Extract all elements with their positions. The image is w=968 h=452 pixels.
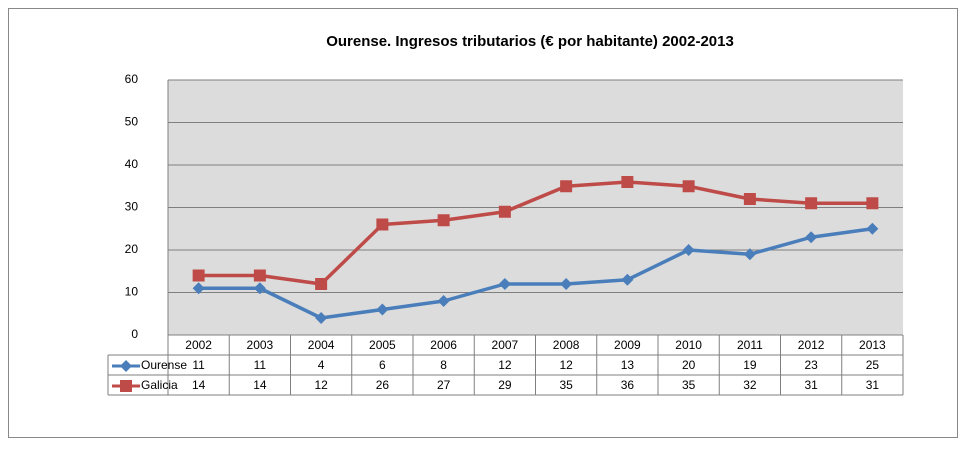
x-tick-label: 2013 [859, 338, 886, 352]
marker [743, 193, 756, 205]
table-value: 31 [804, 378, 818, 392]
marker [498, 278, 511, 290]
y-tick-label: 60 [125, 72, 139, 86]
table-value: 29 [498, 378, 512, 392]
marker [805, 231, 818, 244]
marker [315, 312, 328, 324]
x-tick-label: 2004 [308, 338, 335, 352]
y-tick-label: 20 [125, 242, 139, 256]
y-tick-label: 10 [125, 285, 139, 299]
table-value: 36 [621, 378, 635, 392]
table-value: 25 [866, 358, 880, 372]
x-tick-label: 2007 [492, 338, 519, 352]
y-tick-label: 0 [131, 327, 138, 341]
x-tick-label: 2011 [737, 338, 763, 352]
table-value: 31 [866, 378, 880, 392]
marker [376, 303, 389, 316]
marker [621, 273, 634, 286]
marker [805, 197, 818, 210]
x-tick-label: 2009 [614, 338, 641, 352]
marker [437, 214, 450, 227]
marker [866, 197, 879, 210]
marker [253, 269, 266, 282]
table-value: 12 [498, 358, 512, 372]
table-value: 35 [682, 378, 696, 392]
table-value: 11 [192, 358, 205, 372]
x-tick-label: 2002 [185, 338, 212, 352]
table-value: 20 [682, 358, 696, 372]
legend-label: Ourense [141, 358, 187, 372]
marker [682, 180, 695, 193]
x-tick-label: 2006 [430, 338, 457, 352]
chart-title: Ourense. Ingresos tributarios (€ por hab… [326, 33, 734, 50]
marker [120, 380, 132, 392]
table-value: 19 [743, 358, 757, 372]
line [198, 227, 873, 320]
marker [498, 205, 511, 218]
marker [253, 282, 266, 295]
y-tick-label: 40 [125, 157, 139, 171]
table-value: 27 [437, 378, 451, 392]
x-tick-label: 2012 [798, 338, 825, 352]
marker [743, 248, 756, 261]
table-value: 11 [254, 358, 267, 372]
marker [560, 180, 573, 193]
table-value: 12 [559, 358, 573, 372]
marker [192, 282, 205, 295]
x-tick-label: 2010 [675, 338, 702, 352]
line [198, 180, 873, 286]
table-value: 6 [379, 358, 386, 372]
legend-label: Galicia [141, 378, 178, 392]
marker [437, 295, 450, 307]
x-tick-label: 2008 [553, 338, 580, 352]
table-value: 26 [376, 378, 390, 392]
table-value: 14 [253, 378, 267, 392]
x-tick-label: 2005 [369, 338, 396, 352]
marker [192, 269, 205, 282]
table-value: 12 [314, 378, 328, 392]
marker [682, 244, 695, 256]
y-tick-label: 50 [125, 115, 139, 129]
table-value: 14 [192, 378, 206, 392]
marker [621, 176, 634, 188]
table-value: 35 [559, 378, 573, 392]
table-value: 8 [440, 358, 447, 372]
y-tick-label: 30 [125, 200, 139, 214]
marker [560, 278, 573, 290]
marker [376, 218, 389, 231]
table-value: 23 [804, 358, 818, 372]
table-value: 4 [318, 358, 325, 372]
marker [866, 222, 879, 235]
table-value: 13 [621, 358, 635, 372]
marker [315, 278, 328, 290]
table-value: 32 [743, 378, 757, 392]
marker [120, 360, 132, 372]
x-tick-label: 2003 [247, 338, 274, 352]
